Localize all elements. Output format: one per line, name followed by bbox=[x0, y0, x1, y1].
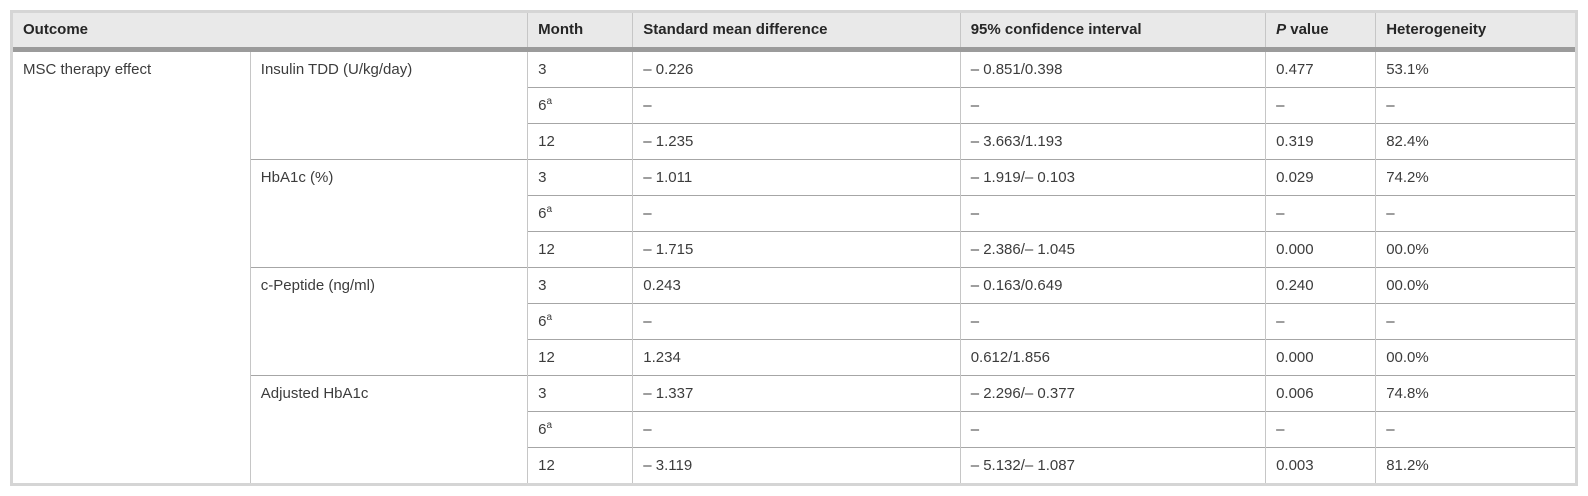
heterogeneity-cell: – bbox=[1375, 195, 1575, 232]
heterogeneity-cell: 00.0% bbox=[1375, 231, 1575, 268]
subgroup-cell: Insulin TDD (U/kg/day) bbox=[249, 49, 528, 160]
table-row: MSC therapy effect Insulin TDD (U/kg/day… bbox=[13, 49, 1575, 483]
ci-cell: – 2.296/– 0.377 bbox=[959, 375, 1266, 412]
results-table-container: Outcome Month Standard mean difference 9… bbox=[10, 10, 1578, 486]
month-value: 6 bbox=[538, 421, 547, 438]
month-cell: 6a bbox=[527, 303, 633, 340]
month-cell: 12 bbox=[527, 447, 633, 483]
smd-cell: – bbox=[632, 411, 961, 448]
pvalue-cell: 0.477 bbox=[1265, 49, 1376, 88]
smd-cell: – 0.226 bbox=[632, 49, 961, 88]
subgroup-cell: Adjusted HbA1c bbox=[249, 375, 528, 483]
ci-cell: 0.612/1.856 bbox=[959, 339, 1266, 376]
smd-cell: – bbox=[632, 303, 961, 340]
ci-cell: – 1.919/– 0.103 bbox=[959, 159, 1266, 196]
pvalue-cell: 0.029 bbox=[1265, 159, 1376, 196]
ci-cell: – bbox=[959, 87, 1266, 124]
month-cell: 12 bbox=[527, 123, 633, 160]
month-value: 6 bbox=[538, 97, 547, 114]
table-row: 6a – – – – bbox=[13, 87, 1575, 124]
month-cell: 3 bbox=[527, 267, 633, 304]
month-cell: 3 bbox=[527, 159, 633, 196]
table-row: 6a – – – – bbox=[13, 195, 1575, 232]
table-row: HbA1c (%) 3 – 1.011 – 1.919/– 0.103 0.02… bbox=[13, 159, 1575, 268]
month-cell: 12 bbox=[527, 231, 633, 268]
col-header-outcome: Outcome bbox=[13, 13, 528, 52]
month-cell: 3 bbox=[527, 375, 633, 412]
table-row: 6a – – – – bbox=[13, 411, 1575, 448]
table-row: c-Peptide (ng/ml) 3 0.243 – 0.163/0.649 … bbox=[13, 267, 1575, 376]
footnote-marker: a bbox=[546, 96, 553, 107]
month-value: 6 bbox=[538, 313, 547, 330]
smd-cell: 1.234 bbox=[632, 339, 961, 376]
smd-cell: 0.243 bbox=[632, 267, 961, 304]
month-cell: 3 bbox=[527, 49, 633, 88]
col-header-ci: 95% confidence interval bbox=[959, 13, 1266, 52]
pvalue-cell: – bbox=[1265, 303, 1376, 340]
pvalue-cell: 0.006 bbox=[1265, 375, 1376, 412]
ci-cell: – 3.663/1.193 bbox=[959, 123, 1266, 160]
subgroup-cell: HbA1c (%) bbox=[249, 159, 528, 268]
heterogeneity-cell: – bbox=[1375, 411, 1575, 448]
heterogeneity-cell: 74.8% bbox=[1375, 375, 1575, 412]
subgroup-cell: c-Peptide (ng/ml) bbox=[249, 267, 528, 376]
pvalue-cell: 0.240 bbox=[1265, 267, 1376, 304]
table-row: 12 – 3.119 – 5.132/– 1.087 0.003 81.2% bbox=[13, 447, 1575, 483]
table-row: 12 – 1.235 – 3.663/1.193 0.319 82.4% bbox=[13, 123, 1575, 160]
month-cell: 12 bbox=[527, 339, 633, 376]
ci-cell: – 0.163/0.649 bbox=[959, 267, 1266, 304]
pvalue-cell: – bbox=[1265, 195, 1376, 232]
heterogeneity-cell: 81.2% bbox=[1375, 447, 1575, 483]
pvalue-header-italic-p: P bbox=[1276, 21, 1287, 38]
smd-cell: – 3.119 bbox=[632, 447, 961, 483]
pvalue-cell: – bbox=[1265, 87, 1376, 124]
ci-cell: – bbox=[959, 303, 1266, 340]
smd-cell: – 1.235 bbox=[632, 123, 961, 160]
ci-cell: – 2.386/– 1.045 bbox=[959, 231, 1266, 268]
smd-cell: – 1.337 bbox=[632, 375, 961, 412]
table-row: 12 1.234 0.612/1.856 0.000 00.0% bbox=[13, 339, 1575, 376]
pvalue-cell: 0.319 bbox=[1265, 123, 1376, 160]
pvalue-cell: – bbox=[1265, 411, 1376, 448]
table-row: Adjusted HbA1c 3 – 1.337 – 2.296/– 0.377… bbox=[13, 375, 1575, 483]
smd-cell: – bbox=[632, 87, 961, 124]
month-value: 6 bbox=[538, 205, 547, 222]
heterogeneity-cell: – bbox=[1375, 303, 1575, 340]
pvalue-cell: 0.000 bbox=[1265, 231, 1376, 268]
footnote-marker: a bbox=[546, 312, 553, 323]
pvalue-cell: 0.003 bbox=[1265, 447, 1376, 483]
col-header-heterogeneity: Heterogeneity bbox=[1375, 13, 1575, 52]
table-row: 6a – – – – bbox=[13, 303, 1575, 340]
smd-cell: – 1.715 bbox=[632, 231, 961, 268]
smd-cell: – bbox=[632, 195, 961, 232]
heterogeneity-cell: 82.4% bbox=[1375, 123, 1575, 160]
month-cell: 6a bbox=[527, 195, 633, 232]
results-table: Outcome Month Standard mean difference 9… bbox=[13, 13, 1575, 483]
col-header-pvalue: P value bbox=[1265, 13, 1376, 52]
month-cell: 6a bbox=[527, 87, 633, 124]
heterogeneity-cell: 00.0% bbox=[1375, 267, 1575, 304]
col-header-month: Month bbox=[527, 13, 633, 52]
ci-cell: – 5.132/– 1.087 bbox=[959, 447, 1266, 483]
pvalue-cell: 0.000 bbox=[1265, 339, 1376, 376]
header-row: Outcome Month Standard mean difference 9… bbox=[13, 13, 1575, 52]
heterogeneity-cell: – bbox=[1375, 87, 1575, 124]
footnote-marker: a bbox=[546, 204, 553, 215]
heterogeneity-cell: 00.0% bbox=[1375, 339, 1575, 376]
ci-cell: – bbox=[959, 195, 1266, 232]
pvalue-header-rest: value bbox=[1286, 21, 1329, 38]
smd-cell: – 1.011 bbox=[632, 159, 961, 196]
heterogeneity-cell: 53.1% bbox=[1375, 49, 1575, 88]
month-cell: 6a bbox=[527, 411, 633, 448]
outcome-cell: MSC therapy effect bbox=[13, 49, 251, 483]
heterogeneity-cell: 74.2% bbox=[1375, 159, 1575, 196]
footnote-marker: a bbox=[546, 420, 553, 431]
table-row: 12 – 1.715 – 2.386/– 1.045 0.000 00.0% bbox=[13, 231, 1575, 268]
ci-cell: – bbox=[959, 411, 1266, 448]
ci-cell: – 0.851/0.398 bbox=[959, 49, 1266, 88]
col-header-smd: Standard mean difference bbox=[632, 13, 961, 52]
